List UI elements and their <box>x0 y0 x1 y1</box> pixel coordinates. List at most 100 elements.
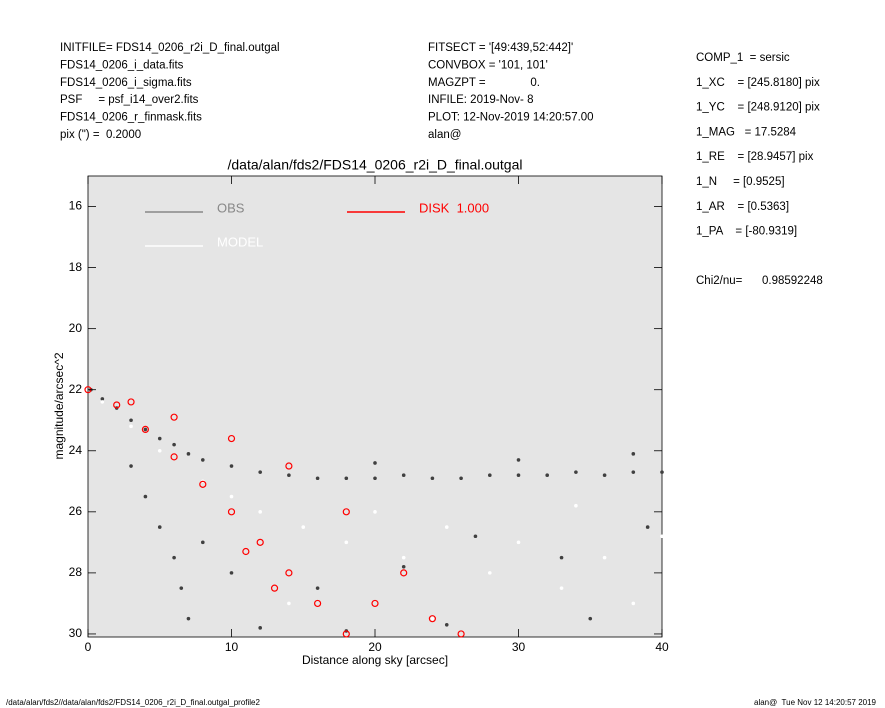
data-point <box>285 462 293 470</box>
data-point <box>229 464 234 468</box>
y-tick-label: 20 <box>69 321 83 335</box>
data-point <box>602 473 607 477</box>
header-left-line: PSF = psf_i14_over2.fits <box>60 94 199 106</box>
data-point <box>100 400 105 404</box>
footer-stamp: alan@ Tue Nov 12 14:20:57 2019 <box>754 698 877 707</box>
data-point <box>342 508 350 516</box>
data-point <box>645 525 650 529</box>
y-axis-label: magnitude/arcsec^2 <box>52 352 66 459</box>
data-point <box>113 401 121 409</box>
data-point <box>444 525 449 529</box>
data-point <box>258 510 263 514</box>
data-point <box>459 476 463 481</box>
data-point <box>157 448 162 453</box>
header-left-line: pix (") = 0.2000 <box>60 129 141 141</box>
fit-parameter: 1_N = [0.9525] <box>696 176 785 188</box>
fit-parameter: 1_MAG = 17.5284 <box>696 126 797 138</box>
data-point <box>172 555 176 560</box>
data-point <box>631 452 636 456</box>
data-point <box>588 616 593 621</box>
fit-parameter: 1_RE = [28.9457] pix <box>696 151 814 163</box>
header-middle-line: PLOT: 12-Nov-2019 14:20:57.00 <box>428 112 594 124</box>
data-point <box>143 427 148 432</box>
data-point <box>179 586 184 590</box>
data-point <box>444 622 449 627</box>
data-point <box>199 480 207 488</box>
fit-parameter: 1_AR = [0.5363] <box>696 201 789 213</box>
data-point <box>315 476 320 481</box>
data-point <box>400 569 408 577</box>
data-point <box>129 424 133 429</box>
y-tick-label: 28 <box>69 565 83 579</box>
data-point <box>287 601 291 606</box>
data-point <box>559 555 564 560</box>
data-point <box>242 547 250 556</box>
x-tick-label: 0 <box>85 640 92 654</box>
data-point <box>301 525 306 529</box>
legend-label: MODEL <box>217 234 263 249</box>
data-point <box>428 615 436 623</box>
header-middle-line: INFILE: 2019-Nov- 8 <box>428 94 533 106</box>
x-axis-label: Distance along sky [arcsec] <box>302 653 448 667</box>
chi2-label: Chi2/nu= <box>696 275 743 287</box>
header-middle-line: FITSECT = '[49:439,52:442]' <box>428 42 573 54</box>
data-point <box>488 473 492 477</box>
data-point <box>186 616 191 621</box>
data-point <box>227 434 236 443</box>
data-point <box>401 473 406 477</box>
header-middle-line: alan@ <box>428 129 461 141</box>
chi2-value: 0.98592248 <box>762 275 823 287</box>
data-point <box>129 464 133 468</box>
data-point <box>270 584 279 592</box>
data-point <box>516 540 521 545</box>
data-point <box>488 571 492 575</box>
y-tick-label: 16 <box>69 199 83 213</box>
header-left-line: FDS14_0206_r_finmask.fits <box>60 112 202 124</box>
legend-label: DISK 1.000 <box>419 200 489 215</box>
data-point <box>373 461 377 465</box>
data-point <box>430 476 435 481</box>
data-point <box>201 540 205 545</box>
fit-parameter: COMP_1 = sersic <box>696 52 790 64</box>
chart-title: /data/alan/fds2/FDS14_0206_r2i_D_final.o… <box>228 157 523 173</box>
data-point <box>342 630 350 638</box>
plot-area <box>87 175 663 638</box>
header-left-line: FDS14_0206_i_sigma.fits <box>60 77 192 89</box>
data-point <box>457 630 465 638</box>
header-middle-line: MAGZPT = 0. <box>428 77 540 89</box>
x-tick-label: 30 <box>512 640 526 654</box>
fit-parameter: 1_YC = [248.9120] pix <box>696 102 820 114</box>
data-point <box>127 398 135 406</box>
data-point <box>516 473 521 477</box>
data-point <box>373 510 377 514</box>
data-point <box>473 534 478 539</box>
data-point <box>660 470 664 474</box>
header-middle-line: CONVBOX = '101, 101' <box>428 59 548 71</box>
x-tick-label: 20 <box>368 640 382 654</box>
footer-path: /data/alan/fds2//data/alan/fds2/FDS14_02… <box>6 698 261 707</box>
data-point <box>602 555 607 560</box>
data-point <box>373 476 377 481</box>
y-tick-label: 22 <box>69 382 83 396</box>
data-point <box>201 458 205 462</box>
data-point <box>258 470 263 474</box>
data-point <box>430 616 435 621</box>
data-point <box>229 494 234 499</box>
data-point <box>157 436 162 441</box>
data-point <box>141 425 149 433</box>
header-left-line: FDS14_0206_i_data.fits <box>60 59 184 71</box>
data-point <box>129 418 133 423</box>
x-tick-label: 10 <box>225 640 239 654</box>
y-tick-label: 18 <box>69 260 83 274</box>
data-point <box>258 626 263 630</box>
legend-label: OBS <box>217 200 245 215</box>
data-point <box>256 538 264 546</box>
data-point <box>344 540 349 545</box>
data-point <box>285 569 293 577</box>
data-point <box>371 599 379 608</box>
data-point <box>314 599 322 608</box>
data-point <box>100 397 105 401</box>
data-point <box>227 508 236 516</box>
header-left-line: INITFILE= FDS14_0206_r2i_D_final.outgal <box>60 42 280 54</box>
